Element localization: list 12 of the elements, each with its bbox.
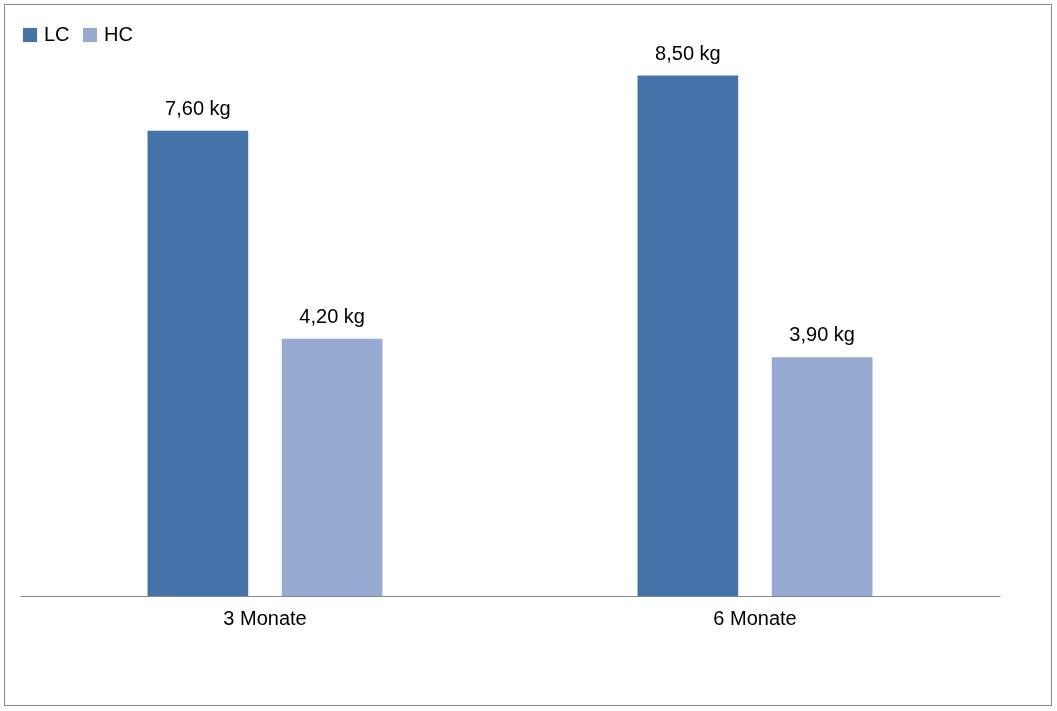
data-label: 4,20 kg xyxy=(299,304,365,327)
bar xyxy=(637,75,739,596)
bar xyxy=(147,130,249,596)
bar xyxy=(771,357,873,596)
x-tick-label: 3 Monate xyxy=(223,606,307,629)
bar xyxy=(281,338,383,596)
data-label: 8,50 kg xyxy=(655,41,721,64)
legend-label: LC xyxy=(44,23,70,45)
legend-label: HC xyxy=(104,23,133,45)
x-tick-label: 6 Monate xyxy=(713,606,797,629)
data-label: 7,60 kg xyxy=(165,96,231,119)
data-label: 3,90 kg xyxy=(789,323,855,346)
